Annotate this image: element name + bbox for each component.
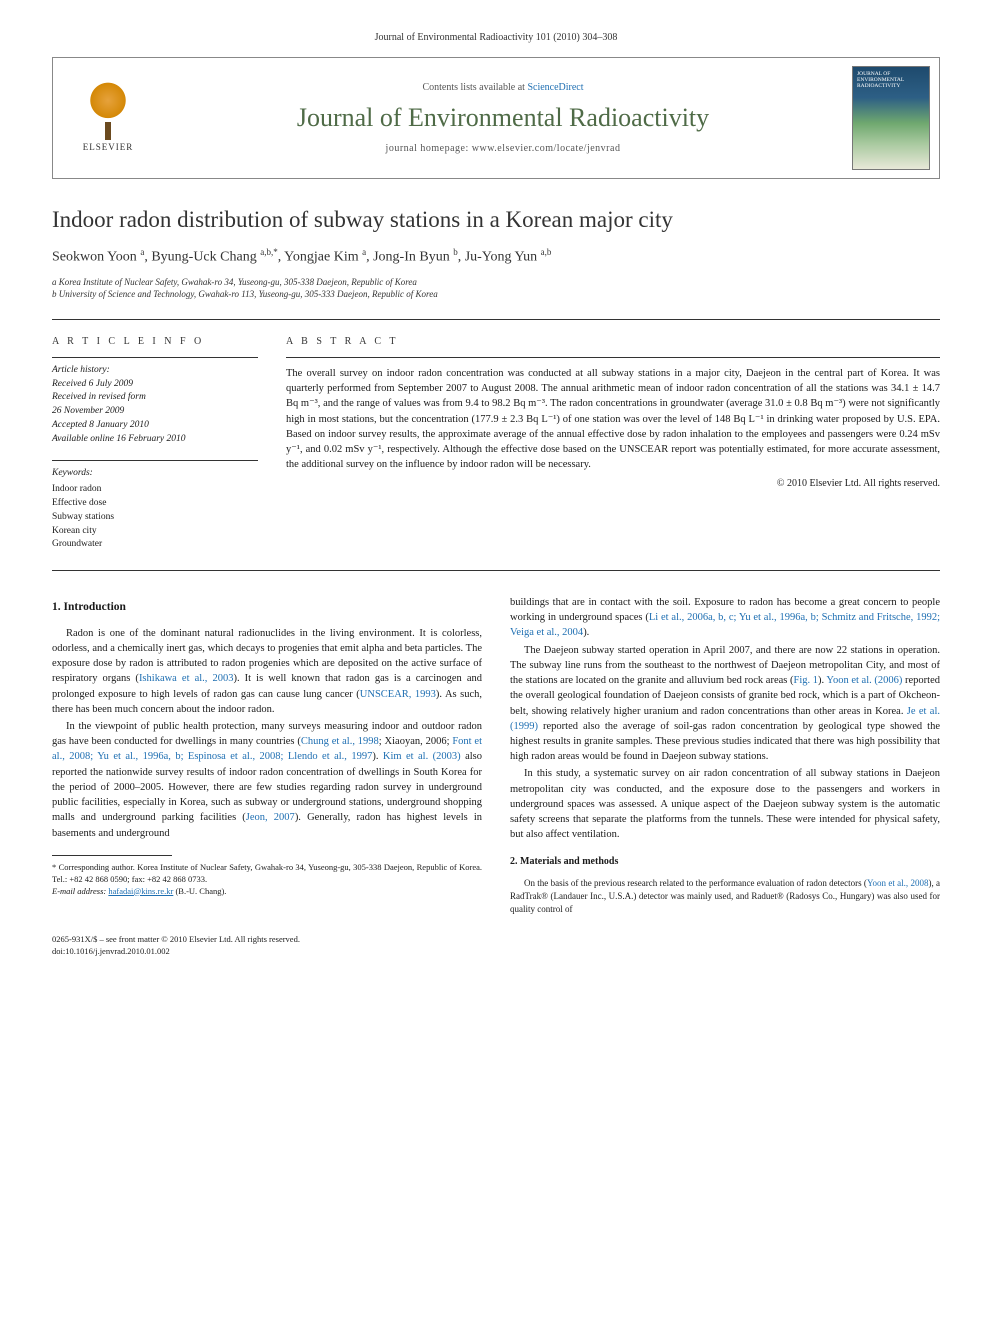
journal-cover-thumbnail: JOURNAL OF ENVIRONMENTAL RADIOACTIVITY xyxy=(852,66,930,170)
sciencedirect-link[interactable]: ScienceDirect xyxy=(527,82,583,93)
elsevier-wordmark: ELSEVIER xyxy=(73,142,143,152)
homepage-url: www.elsevier.com/locate/jenvrad xyxy=(472,143,621,154)
footnotes: * Corresponding author. Korea Institute … xyxy=(52,862,482,898)
author-list: Seokwon Yoon a, Byung-Uck Chang a,b,*, Y… xyxy=(52,247,940,266)
publisher-logo-area: ELSEVIER xyxy=(53,58,163,178)
text-run: ). xyxy=(583,627,589,638)
keyword: Indoor radon xyxy=(52,484,101,494)
citation-link[interactable]: Chung et al., 1998 xyxy=(301,736,379,747)
footnote-separator xyxy=(52,855,172,856)
citation-link[interactable]: Jeon, 2007 xyxy=(246,812,295,823)
citation-link[interactable]: Ishikawa et al., 2003 xyxy=(139,673,234,684)
abstract-label: A B S T R A C T xyxy=(286,336,940,347)
divider xyxy=(52,570,940,571)
history-line: Available online 16 February 2010 xyxy=(52,434,186,444)
text-run: reported also the average of soil-gas ra… xyxy=(510,721,940,762)
journal-masthead: ELSEVIER Contents lists available at Sci… xyxy=(52,57,940,179)
text-run: ). xyxy=(372,751,383,762)
article-history: Article history: Received 6 July 2009 Re… xyxy=(52,357,258,447)
running-head: Journal of Environmental Radioactivity 1… xyxy=(52,32,940,43)
affiliation-b: b University of Science and Technology, … xyxy=(52,288,940,301)
section-heading-introduction: 1. Introduction xyxy=(52,599,482,616)
email-label: E-mail address: xyxy=(52,886,108,896)
citation-link[interactable]: Yoon et al., 2008 xyxy=(867,878,929,888)
body-two-columns: 1. Introduction Radon is one of the domi… xyxy=(52,595,940,916)
journal-homepage-line: journal homepage: www.elsevier.com/locat… xyxy=(386,143,621,154)
history-line: Received 6 July 2009 xyxy=(52,379,133,389)
homepage-prefix: journal homepage: xyxy=(386,143,472,154)
article-info-column: A R T I C L E I N F O Article history: R… xyxy=(52,336,258,552)
footer-left: 0265-931X/$ – see front matter © 2010 El… xyxy=(52,934,300,957)
contents-prefix: Contents lists available at xyxy=(422,82,527,93)
history-line: Accepted 8 January 2010 xyxy=(52,420,149,430)
page-footer: 0265-931X/$ – see front matter © 2010 El… xyxy=(52,934,940,957)
issn-copyright-line: 0265-931X/$ – see front matter © 2010 El… xyxy=(52,934,300,945)
history-line: Received in revised form xyxy=(52,392,146,402)
elsevier-logo: ELSEVIER xyxy=(73,78,143,158)
cover-thumb-area: JOURNAL OF ENVIRONMENTAL RADIOACTIVITY xyxy=(843,58,939,178)
keywords-heading: Keywords: xyxy=(52,467,258,481)
author-email-link[interactable]: hafadai@kins.re.kr xyxy=(108,886,173,896)
abstract-text: The overall survey on indoor radon conce… xyxy=(286,357,940,473)
cover-title-text: JOURNAL OF ENVIRONMENTAL RADIOACTIVITY xyxy=(857,71,925,89)
citation-link[interactable]: Yoon et al. (2006) xyxy=(826,675,902,686)
elsevier-tree-icon xyxy=(80,78,136,134)
figure-link[interactable]: Fig. 1 xyxy=(794,675,819,686)
body-paragraph: In this study, a systematic survey on ai… xyxy=(510,766,940,842)
article-info-label: A R T I C L E I N F O xyxy=(52,336,258,347)
contents-available-line: Contents lists available at ScienceDirec… xyxy=(422,82,583,93)
email-suffix: (B.-U. Chang). xyxy=(173,886,226,896)
keyword: Effective dose xyxy=(52,498,106,508)
email-line: E-mail address: hafadai@kins.re.kr (B.-U… xyxy=(52,886,482,898)
keyword: Groundwater xyxy=(52,539,102,549)
corresponding-author-note: * Corresponding author. Korea Institute … xyxy=(52,862,482,886)
history-heading: Article history: xyxy=(52,365,110,375)
text-run: ; Xiaoyan, 2006; xyxy=(379,736,453,747)
body-paragraph: Radon is one of the dominant natural rad… xyxy=(52,626,482,717)
keyword: Subway stations xyxy=(52,512,114,522)
divider xyxy=(52,319,940,320)
journal-name: Journal of Environmental Radioactivity xyxy=(297,103,709,133)
keyword: Korean city xyxy=(52,526,97,536)
masthead-center: Contents lists available at ScienceDirec… xyxy=(163,58,843,178)
abstract-copyright: © 2010 Elsevier Ltd. All rights reserved… xyxy=(286,478,940,489)
body-paragraph: In the viewpoint of public health protec… xyxy=(52,719,482,841)
affiliation-a: a Korea Institute of Nuclear Safety, Gwa… xyxy=(52,276,940,289)
body-paragraph: On the basis of the previous research re… xyxy=(510,877,940,916)
section-heading-methods: 2. Materials and methods xyxy=(510,855,940,870)
text-run: On the basis of the previous research re… xyxy=(524,878,867,888)
citation-link[interactable]: Kim et al. (2003) xyxy=(383,751,461,762)
citation-link[interactable]: UNSCEAR, 1993 xyxy=(360,689,436,700)
body-paragraph: The Daejeon subway started operation in … xyxy=(510,643,940,765)
abstract-column: A B S T R A C T The overall survey on in… xyxy=(286,336,940,552)
body-paragraph: buildings that are in contact with the s… xyxy=(510,595,940,641)
affiliations: a Korea Institute of Nuclear Safety, Gwa… xyxy=(52,276,940,301)
keywords: Keywords: Indoor radon Effective dose Su… xyxy=(52,460,258,552)
doi-line: doi:10.1016/j.jenvrad.2010.01.002 xyxy=(52,946,300,957)
history-line: 26 November 2009 xyxy=(52,406,124,416)
article-title: Indoor radon distribution of subway stat… xyxy=(52,207,940,233)
